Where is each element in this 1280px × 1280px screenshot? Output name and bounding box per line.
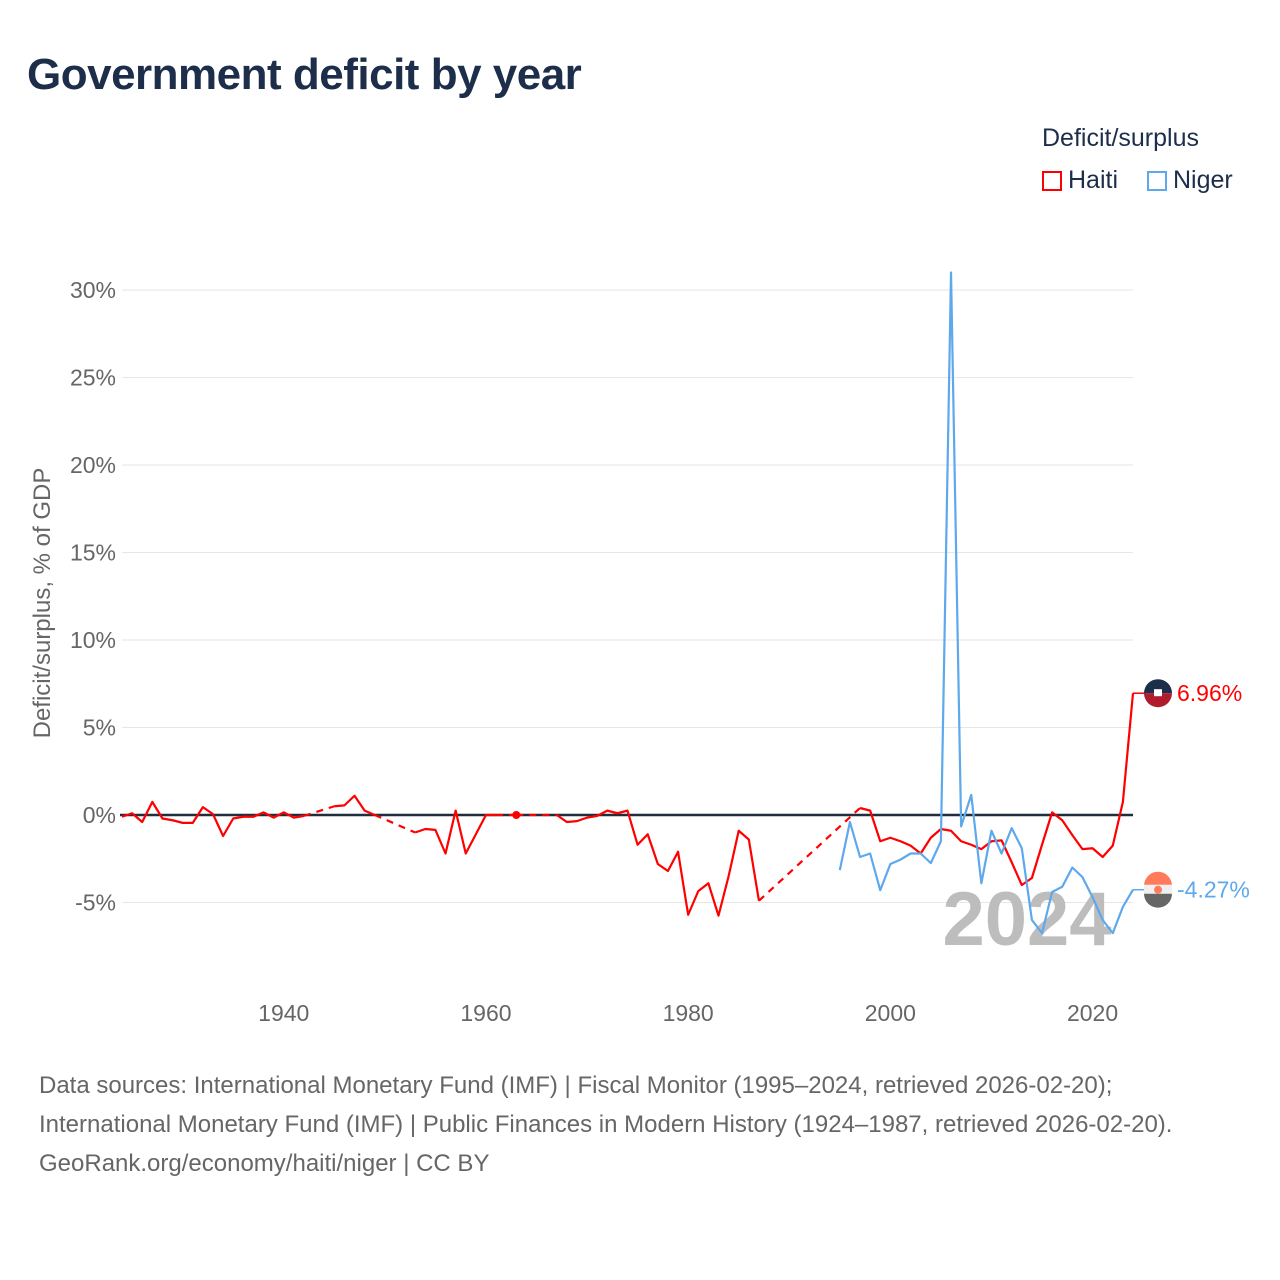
flag-top [1144, 679, 1172, 694]
flag-top [1144, 871, 1172, 886]
x-tick-label: 2000 [865, 1000, 916, 1026]
haiti-line [121, 800, 305, 838]
y-tick-label: 5% [83, 715, 116, 741]
line-chart: -5% 0% 5% 10% 15% 20% 25% 30% 1940 1960 1980 2000 20… [29, 271, 1250, 1026]
flag-bottom [1144, 693, 1172, 708]
x-tick-label: 1940 [258, 1000, 309, 1026]
data-sources: Data sources: International Monetary Fun… [39, 1072, 1173, 1138]
legend-item-haiti[interactable]: Haiti [1042, 166, 1118, 195]
footer: Data sources: International Monetary Fun… [39, 1066, 1239, 1183]
niger-line [838, 271, 1134, 935]
credit-link[interactable]: GeoRank.org/economy/haiti/niger | CC BY [39, 1150, 490, 1177]
haiti-line [414, 809, 497, 855]
y-tick-label: 20% [70, 452, 116, 478]
haiti-line [556, 809, 761, 917]
haiti-line [859, 693, 1135, 887]
y-tick-label: -5% [75, 890, 116, 916]
flag-emblem [1154, 689, 1162, 697]
haiti-gap-line [303, 805, 335, 817]
legend-label-niger: Niger [1173, 166, 1233, 194]
x-tick-label: 1980 [663, 1000, 714, 1026]
haiti-swatch-icon [1042, 170, 1062, 191]
x-tick-label: 2020 [1067, 1000, 1118, 1026]
niger-end-label: -4.27% [1177, 877, 1250, 903]
haiti-end-label: 6.96% [1177, 680, 1242, 706]
y-tick-label: 0% [83, 802, 116, 828]
haiti-gap-line [374, 813, 416, 834]
x-tick-label: 1960 [460, 1000, 511, 1026]
legend-item-niger[interactable]: Niger [1147, 166, 1233, 195]
niger-flag-icon [1144, 871, 1172, 908]
y-tick-label: 10% [70, 627, 116, 653]
legend-label-haiti: Haiti [1068, 166, 1119, 194]
y-tick-label: 15% [70, 540, 116, 566]
y-tick-label: 30% [70, 277, 116, 303]
legend-title: Deficit/surplus [1042, 124, 1199, 152]
haiti-line [334, 794, 376, 817]
niger-swatch-icon [1147, 170, 1167, 191]
flag-bottom [1144, 893, 1172, 908]
page-title: Government deficit by year [27, 50, 582, 99]
haiti-gap-line [758, 807, 861, 902]
haiti-flag-icon [1144, 679, 1172, 708]
y-axis-label: Deficit/surplus, % of GDP [29, 468, 56, 739]
y-tick-label: 25% [70, 365, 116, 391]
flag-sun [1154, 885, 1162, 894]
